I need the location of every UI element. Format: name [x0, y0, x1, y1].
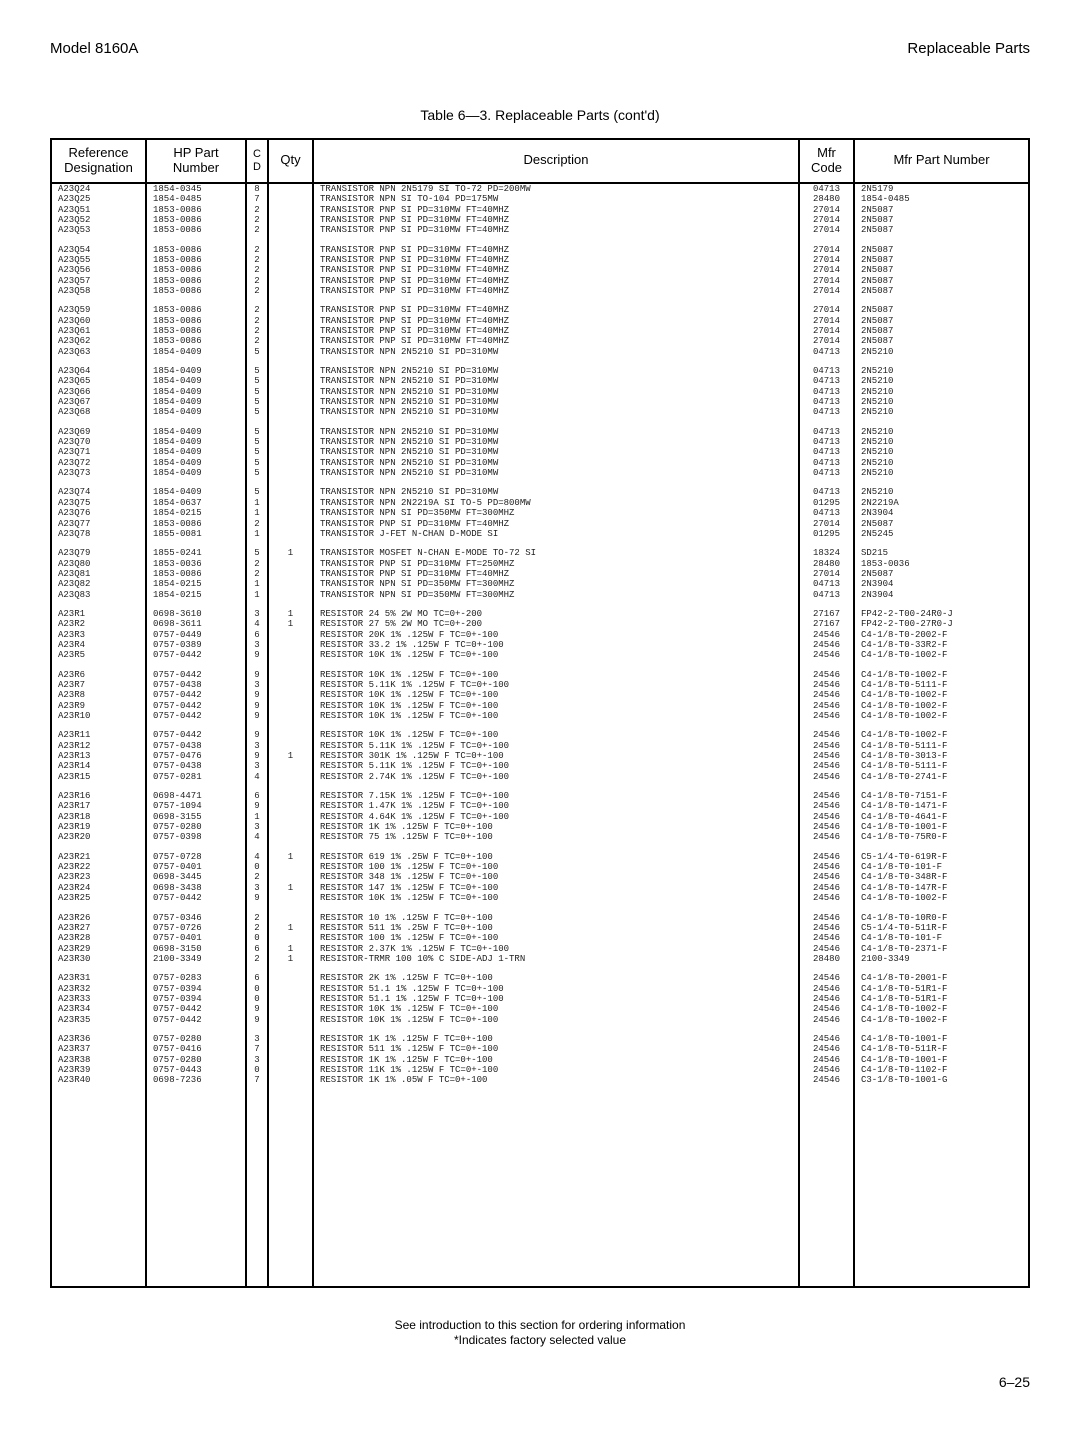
table-row: A23Q631854-04095TRANSISTOR NPN 2N5210 SI…	[51, 347, 1029, 357]
table-row: A23Q661854-04095TRANSISTOR NPN 2N5210 SI…	[51, 387, 1029, 397]
table-row: A23R380757-02803RESISTOR 1K 1% .125W F T…	[51, 1055, 1029, 1065]
table-row: A23Q741854-04095TRANSISTOR NPN 2N5210 SI…	[51, 487, 1029, 497]
table-row: A23Q731854-04095TRANSISTOR NPN 2N5210 SI…	[51, 468, 1029, 478]
table-row: A23Q701854-04095TRANSISTOR NPN 2N5210 SI…	[51, 437, 1029, 447]
table-row: A23R260757-03462RESISTOR 10 1% .125W F T…	[51, 913, 1029, 923]
table-row: A23Q531853-00862TRANSISTOR PNP SI PD=310…	[51, 225, 1029, 235]
table-row: A23Q651854-04095TRANSISTOR NPN 2N5210 SI…	[51, 376, 1029, 386]
table-row: A23Q781855-00811TRANSISTOR J-FET N-CHAN …	[51, 529, 1029, 539]
table-row: A23R230698-34452RESISTOR 348 1% .125W F …	[51, 872, 1029, 882]
table-row: A23R370757-04167RESISTOR 511 1% .125W F …	[51, 1044, 1029, 1054]
table-row: A23R350757-04429RESISTOR 10K 1% .125W F …	[51, 1015, 1029, 1025]
table-row: A23R80757-04429RESISTOR 10K 1% .125W F T…	[51, 690, 1029, 700]
table-row: A23R140757-04383RESISTOR 5.11K 1% .125W …	[51, 761, 1029, 771]
table-row: A23Q671854-04095TRANSISTOR NPN 2N5210 SI…	[51, 397, 1029, 407]
table-row: A23Q721854-04095TRANSISTOR NPN 2N5210 SI…	[51, 458, 1029, 468]
table-row: A23R290698-315061RESISTOR 2.37K 1% .125W…	[51, 944, 1029, 954]
table-row: A23R100757-04429RESISTOR 10K 1% .125W F …	[51, 711, 1029, 721]
table-row: A23Q601853-00862TRANSISTOR PNP SI PD=310…	[51, 316, 1029, 326]
table-row: A23Q751854-06371TRANSISTOR NPN 2N2219A S…	[51, 498, 1029, 508]
table-row: A23R90757-04429RESISTOR 10K 1% .125W F T…	[51, 701, 1029, 711]
table-row: A23Q571853-00862TRANSISTOR PNP SI PD=310…	[51, 276, 1029, 286]
footnote: See introduction to this section for ord…	[50, 1318, 1030, 1349]
table-row: A23Q831854-02151TRANSISTOR NPN SI PD=350…	[51, 590, 1029, 600]
table-row: A23Q611853-00862TRANSISTOR PNP SI PD=310…	[51, 326, 1029, 336]
col-hp: HP Part Number	[146, 139, 246, 183]
table-row: A23Q771853-00862TRANSISTOR PNP SI PD=310…	[51, 519, 1029, 529]
col-mfr: Mfr Code	[799, 139, 854, 183]
table-row: A23R120757-04383RESISTOR 5.11K 1% .125W …	[51, 741, 1029, 751]
table-row: A23Q241854-03458TRANSISTOR NPN 2N5179 SI…	[51, 183, 1029, 194]
table-row: A23Q641854-04095TRANSISTOR NPN 2N5210 SI…	[51, 366, 1029, 376]
table-row: A23Q791855-024151TRANSISTOR MOSFET N-CHA…	[51, 548, 1029, 558]
table-row: A23Q711854-04095TRANSISTOR NPN 2N5210 SI…	[51, 447, 1029, 457]
table-row: A23R170757-10949RESISTOR 1.47K 1% .125W …	[51, 801, 1029, 811]
table-row: A23Q251854-04857TRANSISTOR NPN SI TO-104…	[51, 194, 1029, 204]
col-mpn: Mfr Part Number	[854, 139, 1029, 183]
table-row: A23R20698-361141RESISTOR 27 5% 2W MO TC=…	[51, 619, 1029, 629]
table-row: A23Q801853-00362TRANSISTOR PNP SI PD=310…	[51, 559, 1029, 569]
table-row: A23R180698-31551RESISTOR 4.64K 1% .125W …	[51, 812, 1029, 822]
table-row: A23R302100-334921RESISTOR-TRMR 100 10% C…	[51, 954, 1029, 964]
table-caption: Table 6—3. Replaceable Parts (cont'd)	[50, 107, 1030, 123]
table-row: A23R220757-04010RESISTOR 100 1% .125W F …	[51, 862, 1029, 872]
table-row: A23R70757-04383RESISTOR 5.11K 1% .125W F…	[51, 680, 1029, 690]
page-number: 6–25	[50, 1374, 1030, 1390]
table-row: A23R240698-343831RESISTOR 147 1% .125W F…	[51, 883, 1029, 893]
col-cd: C D	[246, 139, 268, 183]
table-row: A23R130757-047691RESISTOR 301K 1% .125W …	[51, 751, 1029, 761]
table-row: A23Q821854-02151TRANSISTOR NPN SI PD=350…	[51, 579, 1029, 589]
table-row: A23R360757-02803RESISTOR 1K 1% .125W F T…	[51, 1034, 1029, 1044]
table-row: A23R340757-04429RESISTOR 10K 1% .125W F …	[51, 1004, 1029, 1014]
parts-table: Reference Designation HP Part Number C D…	[50, 138, 1030, 1288]
table-row: A23R200757-03984RESISTOR 75 1% .125W F T…	[51, 832, 1029, 842]
table-row: A23Q681854-04095TRANSISTOR NPN 2N5210 SI…	[51, 407, 1029, 417]
table-row: A23R210757-072841RESISTOR 619 1% .25W F …	[51, 852, 1029, 862]
section-title: Replaceable Parts	[907, 40, 1030, 57]
table-row: A23R310757-02836RESISTOR 2K 1% .125W F T…	[51, 973, 1029, 983]
table-row: A23Q691854-04095TRANSISTOR NPN 2N5210 SI…	[51, 427, 1029, 437]
table-row: A23R390757-04430RESISTOR 11K 1% .125W F …	[51, 1065, 1029, 1075]
table-row: A23Q521853-00862TRANSISTOR PNP SI PD=310…	[51, 215, 1029, 225]
table-row: A23R190757-02803RESISTOR 1K 1% .125W F T…	[51, 822, 1029, 832]
table-row: A23R270757-072621RESISTOR 511 1% .25W F …	[51, 923, 1029, 933]
table-row: A23R110757-04429RESISTOR 10K 1% .125W F …	[51, 730, 1029, 740]
table-row: A23R10698-361031RESISTOR 24 5% 2W MO TC=…	[51, 609, 1029, 619]
table-row: A23R150757-02814RESISTOR 2.74K 1% .125W …	[51, 772, 1029, 782]
table-row: A23Q541853-00862TRANSISTOR PNP SI PD=310…	[51, 245, 1029, 255]
table-row: A23Q621853-00862TRANSISTOR PNP SI PD=310…	[51, 336, 1029, 346]
col-desc: Description	[313, 139, 799, 183]
table-row: A23R400698-72367RESISTOR 1K 1% .05W F TC…	[51, 1075, 1029, 1286]
table-row: A23Q591853-00862TRANSISTOR PNP SI PD=310…	[51, 305, 1029, 315]
table-row: A23R320757-03940RESISTOR 51.1 1% .125W F…	[51, 984, 1029, 994]
table-row: A23Q761854-02151TRANSISTOR NPN SI PD=350…	[51, 508, 1029, 518]
table-row: A23Q561853-00862TRANSISTOR PNP SI PD=310…	[51, 265, 1029, 275]
table-row: A23R250757-04429RESISTOR 10K 1% .125W F …	[51, 893, 1029, 903]
table-row: A23R160698-44716RESISTOR 7.15K 1% .125W …	[51, 791, 1029, 801]
col-ref: Reference Designation	[51, 139, 146, 183]
table-row: A23Q811853-00862TRANSISTOR PNP SI PD=310…	[51, 569, 1029, 579]
table-row: A23R60757-04429RESISTOR 10K 1% .125W F T…	[51, 670, 1029, 680]
table-row: A23R50757-04429RESISTOR 10K 1% .125W F T…	[51, 650, 1029, 660]
table-row: A23R40757-03893RESISTOR 33.2 1% .125W F …	[51, 640, 1029, 650]
table-row: A23R280757-04010RESISTOR 100 1% .125W F …	[51, 933, 1029, 943]
model-number: Model 8160A	[50, 40, 138, 57]
table-row: A23R330757-03940RESISTOR 51.1 1% .125W F…	[51, 994, 1029, 1004]
col-qty: Qty	[268, 139, 313, 183]
table-row: A23R30757-04496RESISTOR 20K 1% .125W F T…	[51, 630, 1029, 640]
table-row: A23Q551853-00862TRANSISTOR PNP SI PD=310…	[51, 255, 1029, 265]
table-row: A23Q511853-00862TRANSISTOR PNP SI PD=310…	[51, 205, 1029, 215]
table-row: A23Q581853-00862TRANSISTOR PNP SI PD=310…	[51, 286, 1029, 296]
